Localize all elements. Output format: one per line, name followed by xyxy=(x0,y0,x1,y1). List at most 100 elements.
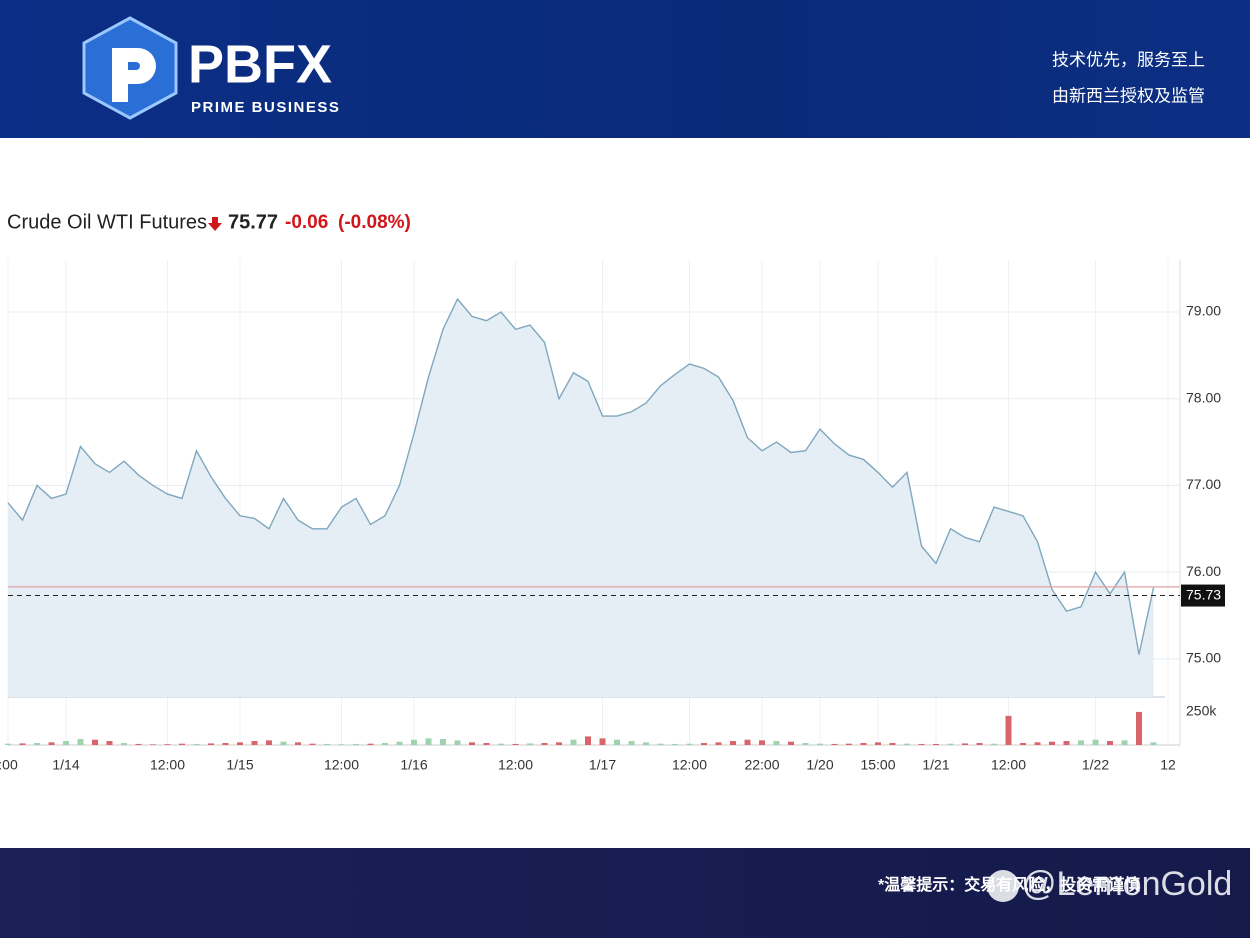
volume-bar xyxy=(788,741,794,745)
volume-bar xyxy=(701,743,707,745)
x-tick-label: 1/16 xyxy=(400,757,427,773)
volume-bar xyxy=(338,744,345,745)
last-price: 75.77 xyxy=(228,211,278,233)
volume-bar xyxy=(106,741,113,745)
y-tick-label: 79.00 xyxy=(1186,303,1221,319)
volume-bar xyxy=(657,743,664,745)
change-pct: (-0.08%) xyxy=(338,212,411,233)
banner-graphics: PBFX PRIME BUSINESS 技术优先，服务至上 由新西兰授权及监管 xyxy=(82,16,1205,120)
logo-hex xyxy=(82,16,178,120)
volume-bar xyxy=(614,739,620,745)
volume-bar xyxy=(947,743,954,745)
chart: Crude Oil WTI Futures 75.77 -0.06 (-0.08… xyxy=(0,211,1225,773)
volume-bar xyxy=(976,743,983,745)
chart-title: Crude Oil WTI Futures xyxy=(7,211,207,233)
volume-bar xyxy=(599,738,606,745)
volume-bar xyxy=(498,743,504,745)
volume-bar xyxy=(875,742,881,745)
volume-bar xyxy=(193,743,200,745)
volume-bar xyxy=(1136,711,1142,745)
price-line xyxy=(7,297,1155,655)
volume-bar xyxy=(570,739,577,745)
volume-bar xyxy=(309,743,316,745)
banner: PBFX PRIME BUSINESS 技术优先，服务至上 由新西兰授权及监管 xyxy=(0,0,1250,138)
y-tick-label: 77.00 xyxy=(1186,476,1221,492)
volume-bar xyxy=(643,742,649,745)
volume-bar xyxy=(324,743,330,745)
volume-bar xyxy=(164,744,171,745)
volume-bar xyxy=(628,741,635,745)
volume-bar xyxy=(918,743,925,745)
volume-bar xyxy=(744,739,751,745)
volume-bar xyxy=(208,743,214,745)
volume-bar xyxy=(933,743,939,745)
volume-bar xyxy=(266,740,272,745)
x-tick-label: 1/15 xyxy=(226,757,253,773)
volume-bar xyxy=(686,743,693,745)
volume-bar xyxy=(889,743,896,745)
volume-bar xyxy=(121,743,127,745)
x-tick-label: 1/21 xyxy=(922,757,949,773)
regulation: 由新西兰授权及监管 xyxy=(1052,86,1205,105)
volume-bar xyxy=(251,741,258,745)
volume-bar xyxy=(179,743,185,745)
volume-bar xyxy=(1020,743,1026,745)
volume-bar xyxy=(1034,742,1041,745)
volume-bar xyxy=(802,743,809,745)
last-box xyxy=(1181,584,1225,607)
footer-graphics: *温馨提示：交易有风险，投资需谨慎 @LemonGold xyxy=(878,865,1232,903)
volume-bar xyxy=(1121,740,1128,745)
slogan: 技术优先，服务至上 xyxy=(1052,50,1205,69)
volume-bar xyxy=(1049,741,1055,745)
volume-bar xyxy=(440,739,446,745)
x-tick-label: :00 xyxy=(0,757,18,773)
x-tick-label: 12 xyxy=(1160,757,1176,773)
volume-bar xyxy=(367,743,374,745)
volume-bar xyxy=(773,741,780,745)
volume-bar xyxy=(469,742,475,745)
volume-bar xyxy=(411,739,417,745)
last-label: 75.73 xyxy=(1186,586,1221,602)
volume-bar xyxy=(295,742,301,745)
y-tick-label: 75.00 xyxy=(1186,650,1221,666)
x-tick-label: 1/14 xyxy=(52,757,79,773)
footer: *温馨提示：交易有风险，投资需谨慎 @LemonGold xyxy=(0,848,1250,938)
volume-bar xyxy=(860,743,867,745)
volume-bar xyxy=(585,736,591,745)
change: -0.06 xyxy=(285,212,328,233)
volume-bar xyxy=(1150,742,1157,745)
watermark: @LemonGold xyxy=(1022,865,1232,903)
down-arrow xyxy=(208,217,222,231)
volume-bar xyxy=(512,743,519,745)
volume-bar xyxy=(280,741,287,745)
volume-bar xyxy=(382,743,388,745)
volume-bar xyxy=(715,742,722,745)
watermark-icon xyxy=(987,870,1019,902)
volume-bar xyxy=(353,743,359,745)
x-tick-label: 12:00 xyxy=(324,757,359,773)
volume-bar xyxy=(556,742,562,745)
volume-bar xyxy=(1092,739,1099,745)
volume-bar xyxy=(991,743,997,745)
brand-sub: PRIME BUSINESS xyxy=(191,99,340,116)
volume-bar xyxy=(1107,741,1113,745)
volume-bar xyxy=(237,742,243,745)
volume-bar xyxy=(904,743,910,745)
x-tick-label: 1/20 xyxy=(806,757,833,773)
volume-bar xyxy=(962,743,968,745)
volume-bar xyxy=(817,743,823,745)
volume-bar xyxy=(425,738,432,745)
brand: PBFX xyxy=(188,34,332,94)
volume-tick-label: 250k xyxy=(1186,703,1217,719)
volume-bar xyxy=(77,739,84,745)
x-tick-label: 12:00 xyxy=(991,757,1026,773)
volume-bar xyxy=(541,743,548,745)
volume-bar xyxy=(672,743,678,745)
volume-bar xyxy=(63,741,69,745)
volume-bar xyxy=(1063,741,1070,745)
volume-bar xyxy=(19,743,26,745)
volume-bar xyxy=(48,742,55,745)
volume-bar xyxy=(92,739,98,745)
x-tick-label: 12:00 xyxy=(672,757,707,773)
